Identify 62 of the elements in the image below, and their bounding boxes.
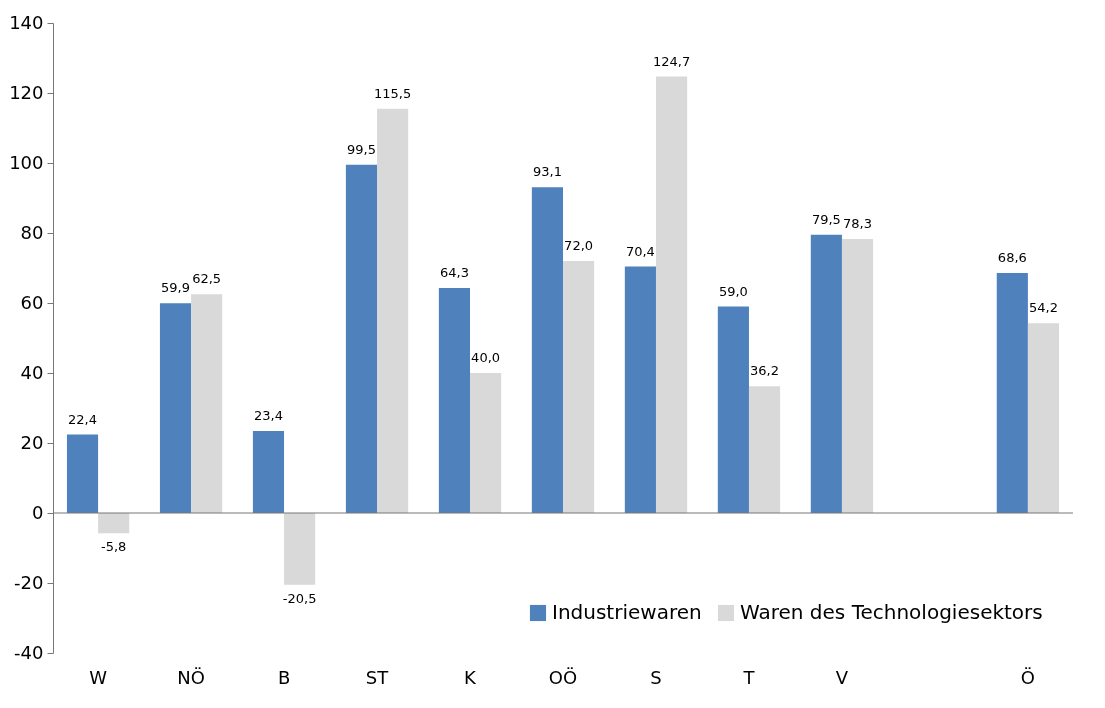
bar	[159, 303, 192, 513]
data-label: 115,5	[374, 85, 412, 101]
data-label: 79,5	[811, 211, 841, 227]
data-label: -5,8	[100, 539, 127, 555]
y-tick-label: 0	[32, 501, 44, 523]
y-tick-label: -20	[14, 571, 44, 593]
data-label: 72,0	[564, 238, 594, 253]
data-label: 59,0	[718, 283, 748, 299]
x-tick-label: NÖ	[177, 666, 205, 688]
y-tick-label: 80	[20, 221, 44, 243]
data-label: 93,1	[532, 164, 562, 180]
bar	[470, 373, 502, 513]
x-tick-label: S	[650, 666, 662, 688]
bar	[191, 294, 223, 513]
bar	[284, 513, 316, 585]
data-label: 22,4	[68, 411, 97, 427]
x-tick-label: B	[277, 666, 291, 688]
bar	[345, 164, 378, 513]
x-tick-label: ST	[365, 666, 390, 688]
bar	[252, 431, 285, 513]
data-label: 36,2	[750, 363, 780, 379]
bar	[655, 76, 688, 513]
legend-label: Waren des Technologiesektors	[740, 600, 1043, 624]
data-label: 40,0	[471, 350, 501, 365]
bar	[66, 434, 99, 513]
bar	[377, 108, 409, 513]
legend-label: Industriewaren	[552, 600, 702, 624]
x-tick-label: V	[835, 666, 849, 688]
x-tick-label: K	[464, 666, 478, 688]
bar	[563, 261, 595, 513]
y-tick-label: 40	[20, 361, 44, 383]
x-tick-label: T	[742, 666, 756, 688]
bar	[996, 272, 1028, 513]
x-tick-label: OÖ	[548, 666, 578, 688]
data-label: 99,5	[346, 141, 376, 157]
data-label: 54,2	[1029, 300, 1058, 316]
data-label: -20,5	[282, 590, 317, 606]
data-label: 70,4	[625, 243, 655, 259]
y-tick-label: -40	[14, 641, 44, 663]
bar	[438, 287, 471, 513]
data-label: 62,5	[192, 271, 222, 287]
data-label: 78,3	[843, 215, 872, 231]
bar	[810, 234, 842, 513]
x-tick-label: Ö	[1020, 666, 1035, 688]
data-label: 68,6	[997, 249, 1027, 265]
bar	[531, 187, 563, 513]
x-tick-label: W	[89, 666, 108, 688]
y-tick-label: 120	[9, 81, 44, 103]
data-label: 64,3	[439, 264, 469, 280]
bar	[717, 306, 749, 513]
y-tick-label: 100	[9, 151, 44, 173]
y-tick-label: 140	[9, 11, 44, 33]
bar	[748, 386, 781, 513]
data-label: 23,4	[254, 408, 283, 424]
bar	[624, 266, 656, 513]
data-label: 59,9	[161, 280, 190, 296]
data-label: 124,7	[652, 53, 691, 69]
bar	[98, 513, 130, 534]
y-tick-label: 60	[20, 291, 44, 313]
bar	[841, 238, 874, 513]
bar	[1027, 323, 1060, 513]
y-tick-label: 20	[20, 431, 44, 453]
